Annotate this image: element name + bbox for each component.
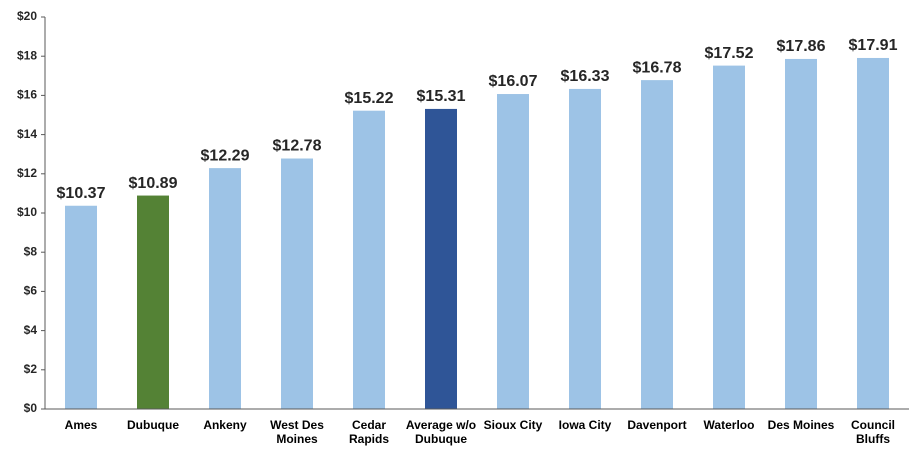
bar [209,168,241,409]
bar [65,205,97,409]
x-tick-label: West Des Moines [270,418,324,446]
y-tick-label: $0 [24,401,38,415]
x-tick-label: Waterloo [703,418,755,432]
bar [785,58,817,409]
data-label: $16.33 [561,68,610,85]
y-tick-label: $10 [17,205,37,219]
bar [281,158,313,409]
x-tick-label: Average w/o Dubuque [405,418,477,446]
y-tick-label: $4 [24,323,38,337]
data-label: $12.29 [201,147,250,164]
bar [857,57,889,410]
bar [497,94,529,409]
y-tick-label: $8 [24,244,38,258]
y-tick-label: $2 [24,362,38,376]
y-tick-label: $18 [17,48,37,62]
data-label: $16.07 [489,73,538,90]
x-tick-label: Dubuque [127,418,179,432]
bar [353,110,385,410]
data-label: $17.86 [777,38,826,55]
y-tick-label: $12 [17,166,37,180]
y-tick-label: $14 [17,127,37,141]
y-tick-label: $16 [17,88,37,102]
data-label: $10.37 [57,185,106,202]
y-tick-label: $6 [24,284,38,298]
x-tick-label: Des Moines [767,418,835,432]
x-tick-label: Sioux City [483,418,543,432]
bar [569,88,601,409]
x-tick-label: Ankeny [203,418,247,432]
data-label: $12.78 [273,138,322,155]
x-tick-label: Cedar Rapids [348,418,389,446]
bar [425,108,457,409]
bar [641,80,673,409]
data-label: $17.91 [849,37,898,54]
x-tick-label: Davenport [627,418,687,432]
x-tick-label: Council Bluffs [851,418,895,446]
bar [713,65,745,409]
data-label: $17.52 [705,45,754,62]
bar [137,195,169,409]
data-label: $16.78 [633,59,682,76]
x-tick-label: Ames [64,418,98,432]
x-tick-label: Iowa City [558,418,612,432]
data-label: $10.89 [129,175,178,192]
data-label: $15.22 [345,90,394,107]
y-tick-label: $20 [17,9,37,23]
data-label: $15.31 [417,88,466,105]
